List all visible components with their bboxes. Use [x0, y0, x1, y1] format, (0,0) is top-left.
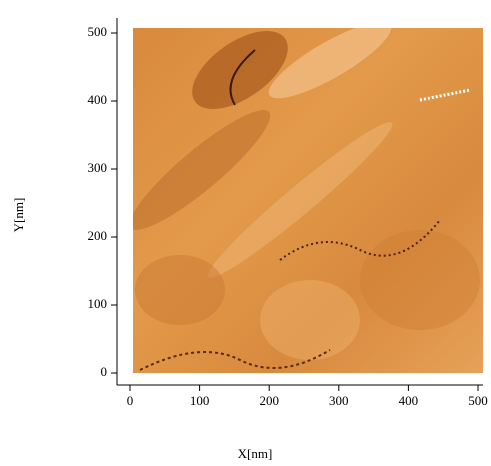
chart: X[nm] Y[nm] 0 100 200 300 400 500 0 100 200 300 40… — [0, 0, 491, 466]
x-tick-label: 300 — [329, 393, 349, 408]
y-tick-label: 100 — [88, 296, 108, 311]
x-tick-label: 400 — [399, 393, 419, 408]
x-tick-label: 200 — [259, 393, 279, 408]
y-tick-label: 200 — [88, 228, 108, 243]
x-tick-label: 500 — [468, 393, 488, 408]
y-axis-label: Y[nm] — [11, 198, 26, 233]
y-tick-label: 500 — [88, 24, 108, 39]
afm-image — [118, 9, 483, 373]
x-tick-label: 0 — [127, 393, 134, 408]
y-tick-label: 300 — [88, 160, 108, 175]
x-axis-label: X[nm] — [238, 446, 273, 461]
x-tick-label: 100 — [190, 393, 210, 408]
y-tick-label: 0 — [101, 364, 108, 379]
y-tick-label: 400 — [88, 92, 108, 107]
